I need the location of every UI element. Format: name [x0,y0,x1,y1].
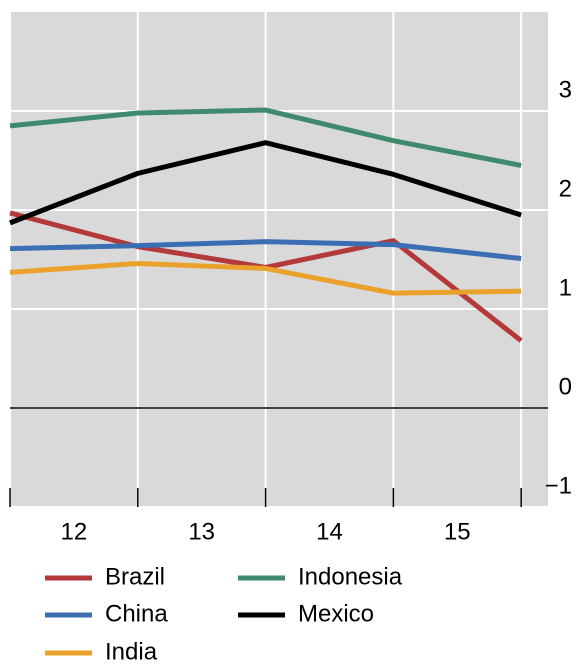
legend-label: Indonesia [298,563,403,590]
y-tick-label: −1 [545,472,572,499]
x-tick-label: 12 [61,518,88,545]
x-tick-label: 13 [188,518,215,545]
legend-label: India [105,638,158,665]
series-line [9,260,522,296]
series-line [9,140,522,226]
legend-label: China [105,600,168,627]
y-tick-label: 1 [559,274,572,301]
series-line [9,239,522,261]
legend-label: Brazil [105,563,165,590]
x-tick-label: 15 [444,518,471,545]
legend-label: Mexico [298,600,374,627]
x-tick-label: 14 [316,518,343,545]
plot-background [10,12,548,507]
y-tick-label: 2 [559,175,572,202]
y-tick-label: 3 [559,76,572,103]
series-line [9,107,522,168]
y-tick-label: 0 [559,373,572,400]
